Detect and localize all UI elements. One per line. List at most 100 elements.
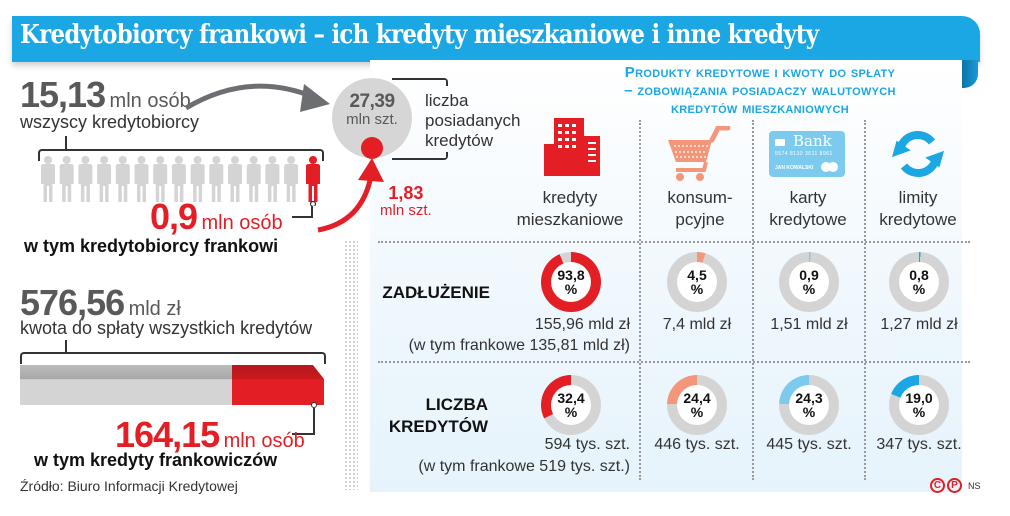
debt-cards-value: 1,51 mld zł	[770, 316, 848, 333]
column-divider	[864, 120, 866, 480]
card-number: 5574 8130 3611 8961	[775, 151, 833, 157]
products-title-line: Produkty kredytowe i kwoty do spłaty	[624, 64, 896, 81]
count-mortgage-extra: (w tym frankowe 519 tys. szt.)	[418, 458, 630, 475]
flow-arrows	[184, 83, 384, 233]
donut-percent: 0,9	[799, 267, 819, 283]
column-divider	[639, 120, 641, 480]
connector-dot	[311, 402, 317, 408]
credits-label-line: kredytów	[425, 131, 494, 150]
franc-credits-value: 1,83	[388, 183, 424, 203]
red-arrow-curve	[317, 175, 374, 233]
credits-count-label: liczba posiadanych kredytów	[425, 91, 520, 151]
author-initials: NS	[968, 480, 981, 491]
donut-percent: 19,0	[905, 390, 933, 406]
connector-horizontal	[292, 433, 315, 435]
card-chip	[775, 139, 785, 146]
total-amount-bar	[20, 365, 242, 405]
total-amount-unit: mld zł	[128, 298, 181, 320]
bracket-stem	[65, 340, 67, 353]
row-label-line: ZADŁUŻENIE	[382, 283, 490, 302]
credit-card-icon: Bank 5574 8130 3611 8961 JAN KOWALSKI	[769, 131, 845, 177]
row-divider	[378, 241, 970, 243]
column-label-line: limity	[898, 188, 938, 207]
column-label-cards: karty kredytowe	[758, 187, 858, 231]
dot-pattern	[344, 240, 358, 490]
amount-bracket	[20, 352, 326, 364]
column-label-line: mieszkaniowe	[516, 210, 624, 229]
credits-count-value: 27,39	[349, 91, 395, 112]
row-label-debt: ZADŁUŻENIE	[370, 282, 490, 304]
donut-label: 24,3%	[789, 385, 829, 425]
total-borrowers: 15,13 mln osób	[20, 74, 191, 116]
column-label-mortgage: kredyty mieszkaniowe	[500, 187, 640, 231]
donut-count-limits: 19,0%	[889, 375, 949, 435]
percent-sign: %	[802, 404, 816, 420]
debt-consumer-value: 7,4 mld zł	[662, 316, 732, 333]
products-title: Produkty kredytowe i kwoty do spłaty – z…	[540, 64, 980, 118]
donut-label: 0,8%	[899, 262, 939, 302]
total-amount: 576,56 mld zł	[20, 282, 181, 324]
franc-borrowers: 0,9 mln osób	[150, 196, 283, 238]
percent-sign: %	[564, 281, 578, 297]
column-label-limits: limity kredytowe	[868, 187, 968, 231]
row-divider	[378, 361, 970, 363]
count-consumer-value: 446 tys. szt.	[654, 436, 740, 453]
row-label-line: LICZBA	[425, 395, 488, 414]
column-label-line: pcyjne	[675, 210, 725, 229]
franc-credits: 1,83 mln szt.	[380, 184, 432, 220]
percent-sign: %	[690, 404, 704, 420]
logo-c-icon: C	[930, 478, 945, 493]
percent-sign: %	[802, 281, 816, 297]
donut-debt-cards: 0,9%	[779, 252, 839, 312]
refresh-arrows-icon	[891, 131, 945, 177]
total-borrowers-unit: mln osób	[109, 90, 191, 112]
debt-mortgage-value: 155,96 mld zł	[534, 316, 630, 333]
column-label-consumer: konsum- pcyjne	[650, 187, 750, 231]
connector-vertical	[313, 408, 315, 435]
logo-p-icon: P	[947, 478, 962, 493]
debt-mortgage-extra: (w tym frankowe 135,81 mld zł)	[408, 337, 630, 354]
title-banner: Kredytobiorcy frankowi – ich kredyty mie…	[12, 16, 980, 62]
credits-label-line: posiadanych	[425, 111, 521, 130]
publisher-logo: C P NS	[930, 478, 981, 493]
card-holder: JAN KOWALSKI	[775, 165, 814, 171]
column-label-line: kredyty	[542, 188, 598, 207]
column-divider	[752, 120, 754, 480]
shopping-cart-icon	[668, 126, 731, 181]
card-logo-circle	[828, 162, 838, 172]
page-title: Kredytobiorcy frankowi – ich kredyty mie…	[20, 20, 819, 50]
franc-borrowers-unit: mln osób	[201, 212, 283, 234]
people-bracket	[38, 149, 324, 161]
percent-sign: %	[912, 281, 926, 297]
percent-sign: %	[690, 281, 704, 297]
connector-horizontal	[292, 216, 313, 218]
card-bank: Bank	[793, 132, 832, 150]
donut-count-cards: 24,3%	[779, 375, 839, 435]
donut-label: 32,4%	[551, 385, 591, 425]
donut-debt-limits: 0,8%	[889, 252, 949, 312]
franc-credits-dot	[361, 137, 383, 159]
column-label-line: konsum-	[667, 188, 733, 207]
source-note: Źródło: Biuro Informacji Kredytowej	[20, 478, 238, 494]
franc-amount-label: w tym kredyty frankowiczów	[34, 450, 278, 470]
franc-credits-unit: mln szt.	[380, 202, 432, 219]
building-icon	[544, 118, 600, 176]
column-label-line: kredytowe	[879, 210, 957, 229]
total-amount-label: kwota do spłaty wszystkich kredytów	[20, 318, 313, 338]
credits-count-unit: mln szt.	[346, 111, 398, 128]
donut-percent: 24,3	[795, 390, 823, 406]
donut-label: 0,9%	[789, 262, 829, 302]
row-label-count: LICZBA KREDYTÓW	[370, 394, 488, 438]
donut-debt-consumer: 4,5%	[667, 252, 727, 312]
donut-percent: 32,4	[557, 390, 585, 406]
donut-count-consumer: 24,4%	[667, 375, 727, 435]
products-title-line: kredytów mieszkaniowych	[671, 100, 849, 117]
count-cards-value: 445 tys. szt.	[766, 436, 852, 453]
franc-amount-value: 164,15	[115, 414, 220, 455]
gray-arrow-curve	[184, 83, 317, 111]
debt-limits-value: 1,27 mld zł	[880, 316, 958, 333]
franc-amount-bar	[232, 365, 324, 405]
franc-borrowers-value: 0,9	[150, 196, 198, 237]
franc-amount-unit: mln osób	[223, 430, 305, 452]
products-panel	[370, 60, 962, 492]
